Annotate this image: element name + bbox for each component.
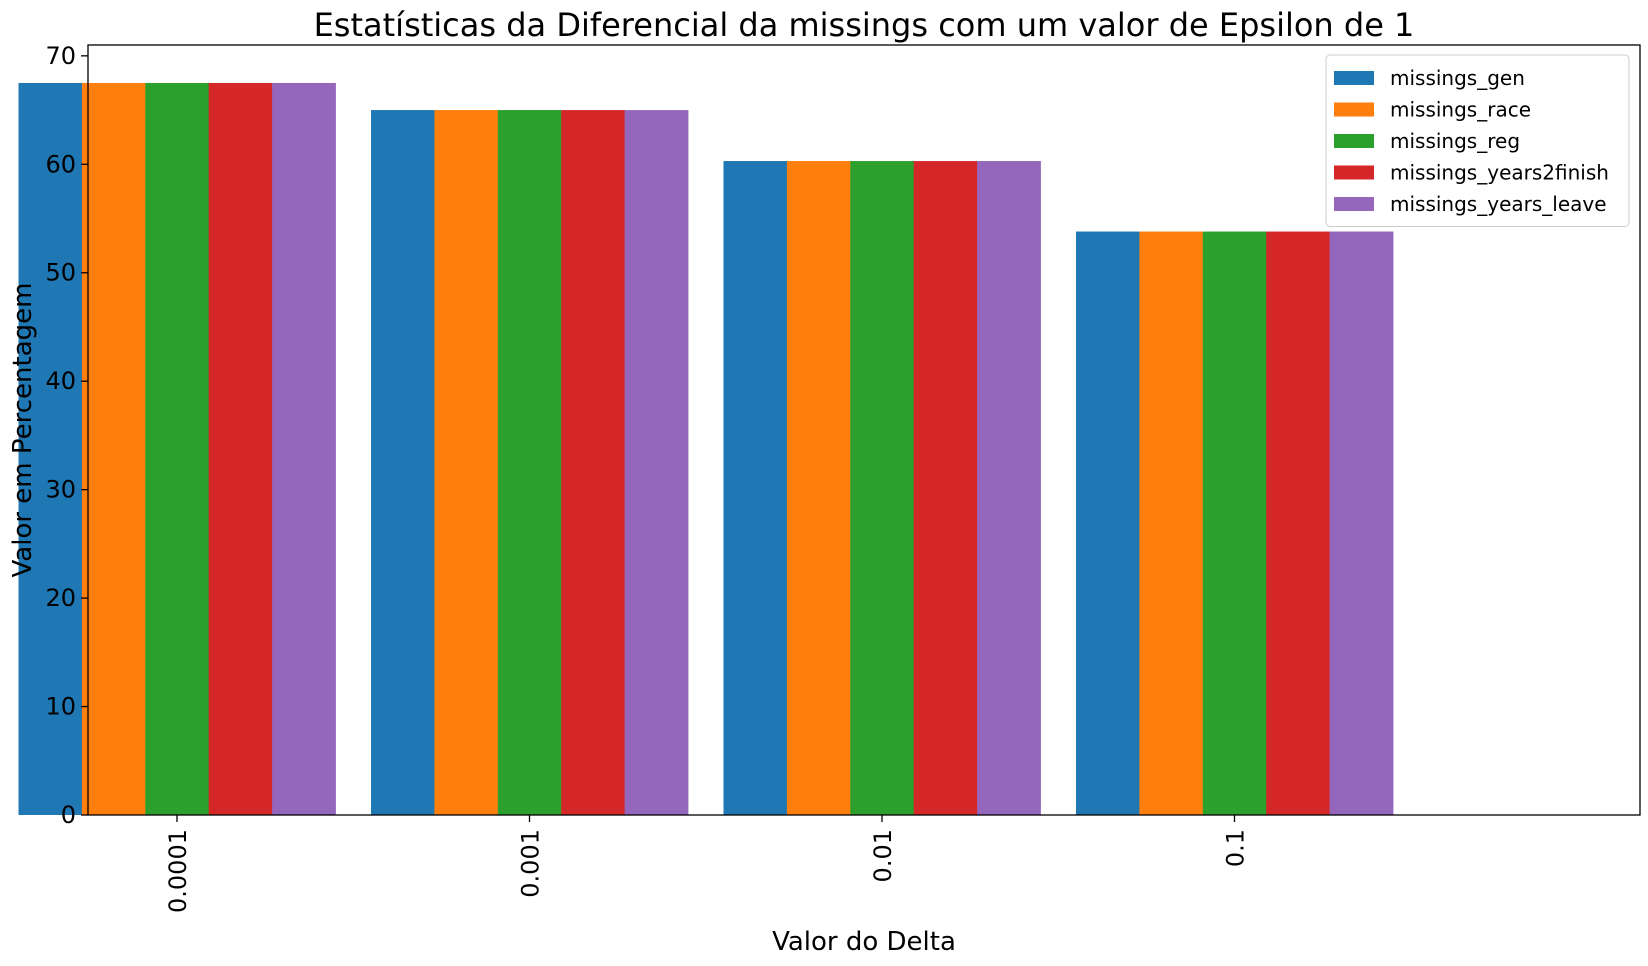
bar-missings_reg-0.01 xyxy=(850,161,915,816)
x-tick-label: 0.01 xyxy=(869,829,897,882)
legend: missings_gen missings_race missings_regmis… xyxy=(1325,54,1630,227)
legend-swatch-missings_years_leave xyxy=(1334,197,1374,211)
chart-title: Estatísticas da Diferencial da missings … xyxy=(314,6,1415,44)
axes-frame xyxy=(87,44,1641,816)
bar-missings_race-0.01 xyxy=(786,161,851,816)
plot-area: 0 10 20 30 40 50 60 70 0.0001 0.001 0.01 0.1 xyxy=(18,42,1641,913)
bar-missings_race-0.001 xyxy=(434,110,499,815)
y-tick-label: 40 xyxy=(45,367,76,395)
legend-label: missings_reg xyxy=(1390,129,1520,153)
x-tick-label: 0.1 xyxy=(1222,829,1250,867)
x-tick-label: 0.001 xyxy=(517,829,545,898)
legend-swatch-missings_race xyxy=(1334,102,1374,117)
y-tick-label: 30 xyxy=(45,476,76,504)
legend-label: missings_years_leave xyxy=(1390,192,1607,216)
bar-missings_gen-0.001 xyxy=(371,110,435,815)
bar-missings_reg-0.001 xyxy=(497,110,562,815)
bar-missings_years_leave-0.0001 xyxy=(272,82,336,815)
y-tick-label: 70 xyxy=(45,42,76,70)
y-tick-label: 20 xyxy=(45,584,76,612)
y-tick-label: 60 xyxy=(45,150,76,178)
bar-missings_years2finish-0.1 xyxy=(1266,231,1330,816)
y-axis-label: Valor em Percentagem xyxy=(8,283,38,578)
x-tick-label: 0.0001 xyxy=(164,829,192,913)
x-axis-label: Valor do Delta xyxy=(772,927,956,957)
y-tick-label: 10 xyxy=(45,693,76,721)
bar-missings_years2finish-0.0001 xyxy=(208,82,273,815)
y-tick-label: 50 xyxy=(45,259,76,287)
bar-missings_gen-0.01 xyxy=(723,161,788,816)
bar-missings_race-0.1 xyxy=(1139,231,1204,816)
y-tick-label: 0 xyxy=(61,801,76,829)
legend-box xyxy=(1325,54,1630,227)
legend-swatch-missings_reg xyxy=(1334,134,1374,148)
legend-swatch-missings_gen xyxy=(1334,71,1374,85)
bar-missings_years2finish-0.001 xyxy=(561,110,625,815)
bar-missings_reg-0.1 xyxy=(1202,231,1267,816)
legend-label: missings_years2finish xyxy=(1390,161,1609,185)
bar-missings_reg-0.0001 xyxy=(145,82,210,815)
legend-label: missings_gen xyxy=(1390,66,1525,90)
bar-missings_race-0.0001 xyxy=(81,82,146,815)
bar-missings_years_leave-0.1 xyxy=(1329,231,1394,816)
bar-missings_gen-0.1 xyxy=(1076,231,1140,816)
bar-missings_years_leave-0.01 xyxy=(977,161,1041,816)
legend-swatch-missings_years2finish xyxy=(1334,165,1374,180)
legend-label: missings_race xyxy=(1390,98,1531,122)
bar-missings_gen-0.0001 xyxy=(18,82,83,815)
bar-missings_years2finish-0.01 xyxy=(913,161,978,816)
bar-missings_years_leave-0.001 xyxy=(624,110,689,815)
